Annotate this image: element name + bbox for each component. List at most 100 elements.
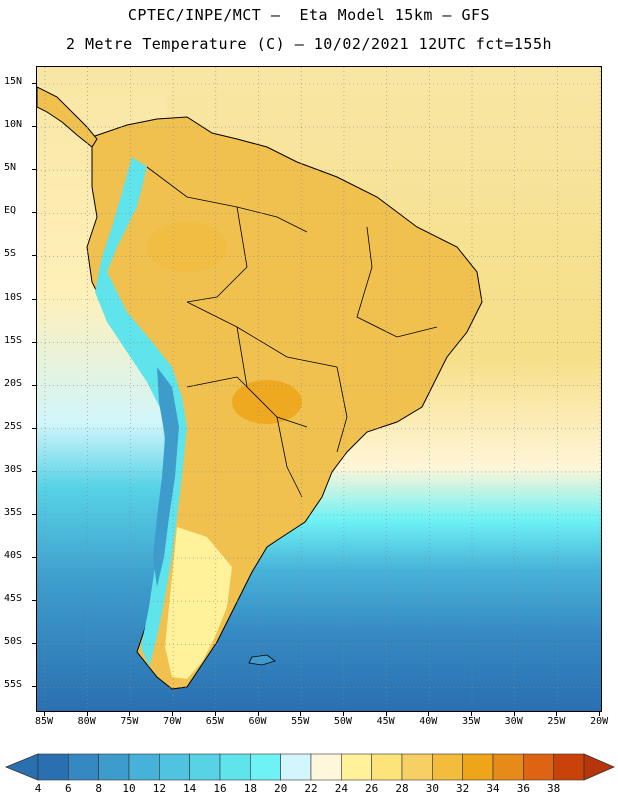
lat-label: 35S [4,507,23,518]
colorbar-label: 30 [425,782,439,795]
lat-tick [32,83,36,84]
lat-label: 5N [4,162,17,174]
lon-tick [214,712,216,716]
colorbar-segment [310,753,342,781]
lat-tick [32,255,36,257]
colorbar-high-arrow [583,753,616,781]
lat-tick [32,643,36,645]
lat-label: 15S [4,334,23,346]
lat-label: 15N [4,76,23,87]
colorbar-segment [189,753,221,781]
colorbar-segment [401,753,433,781]
colorbar-segment [37,753,69,781]
colorbar-segment [462,753,494,781]
colorbar-label: 28 [395,782,409,795]
lon-label: 55W [291,716,310,727]
lat-tick [32,169,36,171]
colorbar-label: 36 [516,782,530,795]
lat-label: 10N [4,119,23,131]
lon-label: 20W [590,716,609,727]
temperature-colorbar [4,753,616,781]
lon-label: 30W [504,716,523,727]
lon-label: 50W [333,716,352,727]
lat-tick [32,341,36,343]
lon-tick [471,712,472,716]
lon-label: 80W [77,716,96,727]
lat-label: 20S [4,377,23,389]
colorbar-label: 26 [365,782,379,795]
lon-tick [44,712,45,716]
central-america-land [37,86,98,148]
colorbar-low-arrow [4,753,39,781]
lon-tick [172,712,174,716]
lat-label: 10S [4,291,23,303]
lon-label: 25W [547,716,566,727]
lon-label: 40W [419,716,438,727]
lon-label: 45W [376,716,395,727]
colorbar-label: 14 [183,782,197,795]
lat-tick [32,212,36,214]
lon-tick [556,712,558,716]
colorbar-label: 10 [122,782,136,795]
colorbar-segment [128,753,160,781]
colorbar-label: 8 [95,782,102,795]
lon-label: 85W [34,716,54,727]
lon-tick [599,712,601,716]
colorbar-label: 22 [304,782,318,795]
colorbar-label: 38 [547,782,561,795]
lon-tick [257,712,259,716]
lon-label: 65W [205,716,224,727]
hot-spot-north [147,222,227,272]
lon-tick [385,712,387,716]
lon-label: 35W [461,716,481,727]
lon-label: 60W [248,716,267,727]
colorbar-segment [341,753,372,781]
lat-tick [32,384,36,386]
lat-tick [32,557,36,559]
map-canvas [37,67,601,711]
lat-tick [32,427,36,429]
colorbar-label: 18 [243,782,257,795]
lat-tick [32,470,36,472]
colorbar-segment [523,753,554,781]
lat-label: 30S [4,463,23,475]
lat-tick [32,126,36,128]
falkland-islands [248,654,276,666]
colorbar-label: 34 [486,782,500,795]
lat-label: 5S [4,248,17,260]
hot-spot-paraguay [232,380,302,424]
colorbar-segment [250,753,281,781]
patagonia-land [165,527,232,679]
colorbar-segment [492,753,524,781]
colorbar-label: 6 [65,782,72,795]
colorbar-label: 16 [213,782,227,795]
colorbar-label: 32 [456,782,470,795]
lon-tick [428,712,430,716]
lat-label: EQ [4,205,17,217]
colorbar-label: 4 [34,782,42,795]
map-subtitle: 2 Metre Temperature (C) – 10/02/2021 12U… [65,35,553,53]
lon-tick [86,712,88,716]
lon-label: 75W [120,716,139,727]
colorbar-label: 24 [334,782,348,795]
lat-tick [32,600,36,602]
lon-tick [342,712,344,716]
lat-label: 25S [4,420,23,432]
lon-tick [513,712,515,716]
colorbar-segment [432,753,463,781]
colorbar-segment [219,753,251,781]
lat-label: 50S [4,636,23,648]
colorbar-segment [159,753,190,781]
lat-tick [32,686,36,688]
colorbar-label: 20 [274,782,288,795]
temperature-map [36,66,602,712]
lat-label: 45S [4,593,23,605]
andes-core [153,367,179,587]
colorbar-segment [371,753,403,781]
map-title: CPTEC/INPE/MCT – Eta Model 15km – GFS [127,6,491,24]
lon-label: 70W [163,716,182,727]
colorbar-segment [68,753,99,781]
colorbar-segment [553,753,585,781]
lat-tick [32,298,36,300]
lat-label: 55S [4,679,23,691]
